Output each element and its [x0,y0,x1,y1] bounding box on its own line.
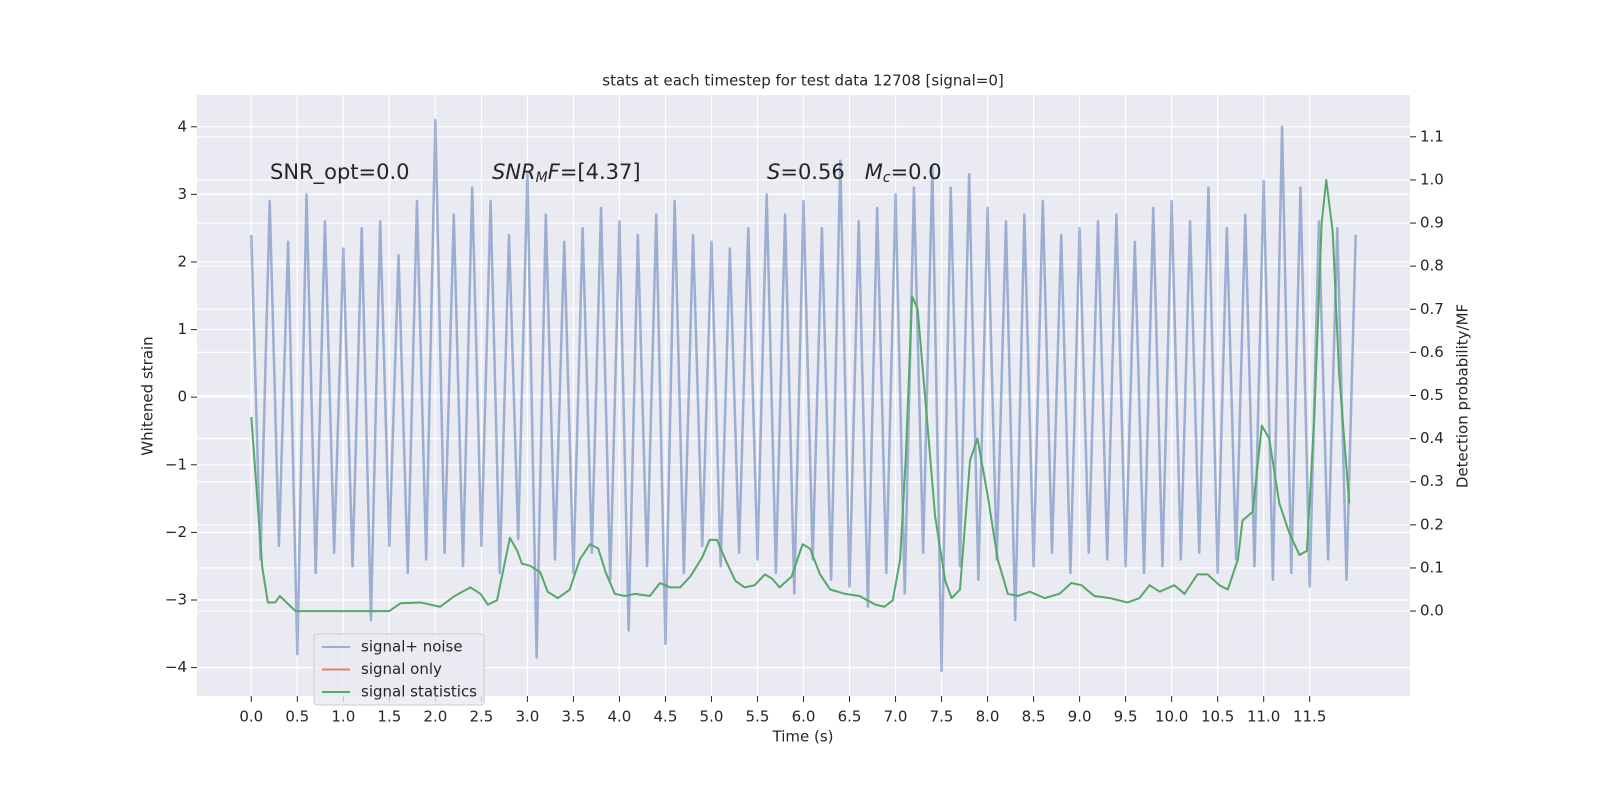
y2-tick-label: 0.4 [1420,429,1444,447]
y-tick-label: 0 [177,388,187,406]
annotation-part: S [767,160,780,184]
y-tick-label: 2 [177,252,187,270]
annotation-part: =[4.37] [560,160,641,184]
annotation-part: SNR_opt=0.0 [270,160,410,185]
series-line [250,118,1357,673]
y2-tick-label: 0.7 [1420,300,1444,318]
y2-tick-label: 0.3 [1420,472,1444,490]
legend-label: signal statistics [361,683,477,701]
x-tick-label: 10.0 [1155,708,1188,726]
x-tick-label: 8.5 [1022,708,1046,726]
annotation-part: F [548,160,561,184]
annotation-part: =0.0 [891,160,942,184]
x-tick-label: 11.0 [1247,708,1280,726]
y2-tick-label: 1.1 [1420,127,1444,145]
x-tick-label: 5.5 [746,708,770,726]
x-tick-label: 7.0 [884,708,908,726]
x-tick-label: 6.5 [838,708,862,726]
annotation: SNRMF=[4.37] [492,160,641,186]
x-tick-label: 1.5 [377,708,401,726]
x-tick-label: 9.5 [1114,708,1138,726]
y2-tick-label: 1.0 [1420,170,1444,188]
x-tick-label: 11.5 [1293,708,1326,726]
x-tick-label: 1.0 [331,708,355,726]
annotation-part: =0.56 [780,160,864,184]
y2-tick-label: 0.0 [1420,602,1444,620]
y-tick-label: −4 [165,658,187,676]
x-tick-label: 3.0 [515,708,539,726]
legend-box [313,633,485,706]
y2-tick-label: 0.8 [1420,257,1444,275]
y-axis-label: Whitened strain [139,336,157,455]
x-tick-label: 0.5 [285,708,309,726]
x-axis-label: Time (s) [772,728,834,746]
chart-title: stats at each timestep for test data 127… [602,72,1003,90]
annotation-part: SNR [492,160,536,184]
x-tick-label: 0.0 [239,708,263,726]
x-tick-label: 10.5 [1201,708,1234,726]
y2-tick-label: 0.9 [1420,214,1444,232]
y2-axis-label: Detection probability/MF [1454,304,1472,488]
annotation: S=0.56 Mc=0.0 [767,160,942,186]
annotation: SNR_opt=0.0 [270,160,410,185]
x-tick-label: 9.0 [1068,708,1092,726]
y-tick-label: −2 [165,523,187,541]
x-tick-label: 2.0 [423,708,447,726]
x-tick-label: 5.0 [700,708,724,726]
marks [250,118,1357,673]
y-tick-label: 3 [177,185,187,203]
x-tick-label: 3.5 [561,708,585,726]
x-tick-label: 2.5 [469,708,493,726]
y2-tick-label: 0.1 [1420,558,1444,576]
annotation-part: c [883,170,891,186]
y-tick-label: 1 [177,320,187,338]
annotation-part: M [536,170,548,186]
series-line [250,178,1351,613]
y-tick-label: −1 [165,455,187,473]
legend-label: signal+ noise [361,638,463,656]
y2-tick-label: 0.2 [1420,515,1444,533]
labels: 0.0 0.5 1.0 1.5 2.0 2.5 3.0 3.5 4.0 4.5 5.0 5.5 6.0 6… [165,117,1444,725]
x-tick-label: 7.5 [930,708,954,726]
x-tick-label: 8.0 [976,708,1000,726]
legend-label: signal only [361,660,442,678]
y2-tick-label: 0.6 [1420,343,1444,361]
x-tick-label: 6.0 [792,708,816,726]
x-tick-label: 4.0 [608,708,632,726]
y2-tick-label: 0.5 [1420,386,1444,404]
annotation-part: M [865,160,883,184]
y-tick-label: −3 [165,591,187,609]
x-tick-label: 4.5 [654,708,678,726]
y-tick-label: 4 [177,117,187,135]
